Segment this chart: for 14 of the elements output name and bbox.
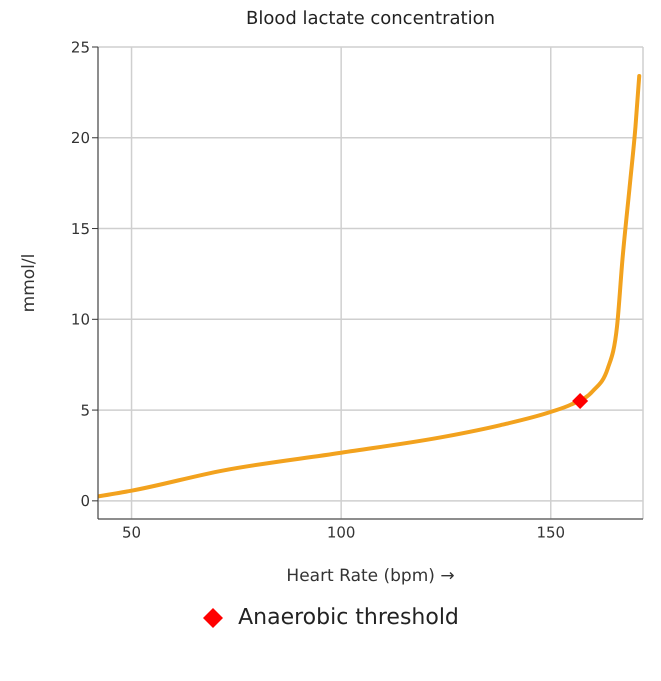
y-axis-title: mmol/l	[19, 254, 40, 312]
y-tick-label: 5	[80, 401, 90, 420]
chart-title: Blood lactate concentration	[244, 8, 496, 29]
x-axis-title: Heart Rate (bpm) →	[286, 566, 455, 586]
legend-label: Anaerobic threshold	[238, 605, 459, 630]
y-tick-label: 15	[70, 220, 90, 238]
y-tick-label: 25	[70, 38, 90, 56]
y-tick-label: 10	[70, 310, 90, 329]
line-series	[98, 74, 642, 498]
y-tick-label: 0	[80, 492, 90, 510]
x-tick-label: 50	[122, 524, 142, 542]
y-tick-label: 20	[70, 129, 90, 148]
x-tick-label: 150	[536, 524, 566, 542]
x-tick-label: 100	[326, 524, 356, 542]
